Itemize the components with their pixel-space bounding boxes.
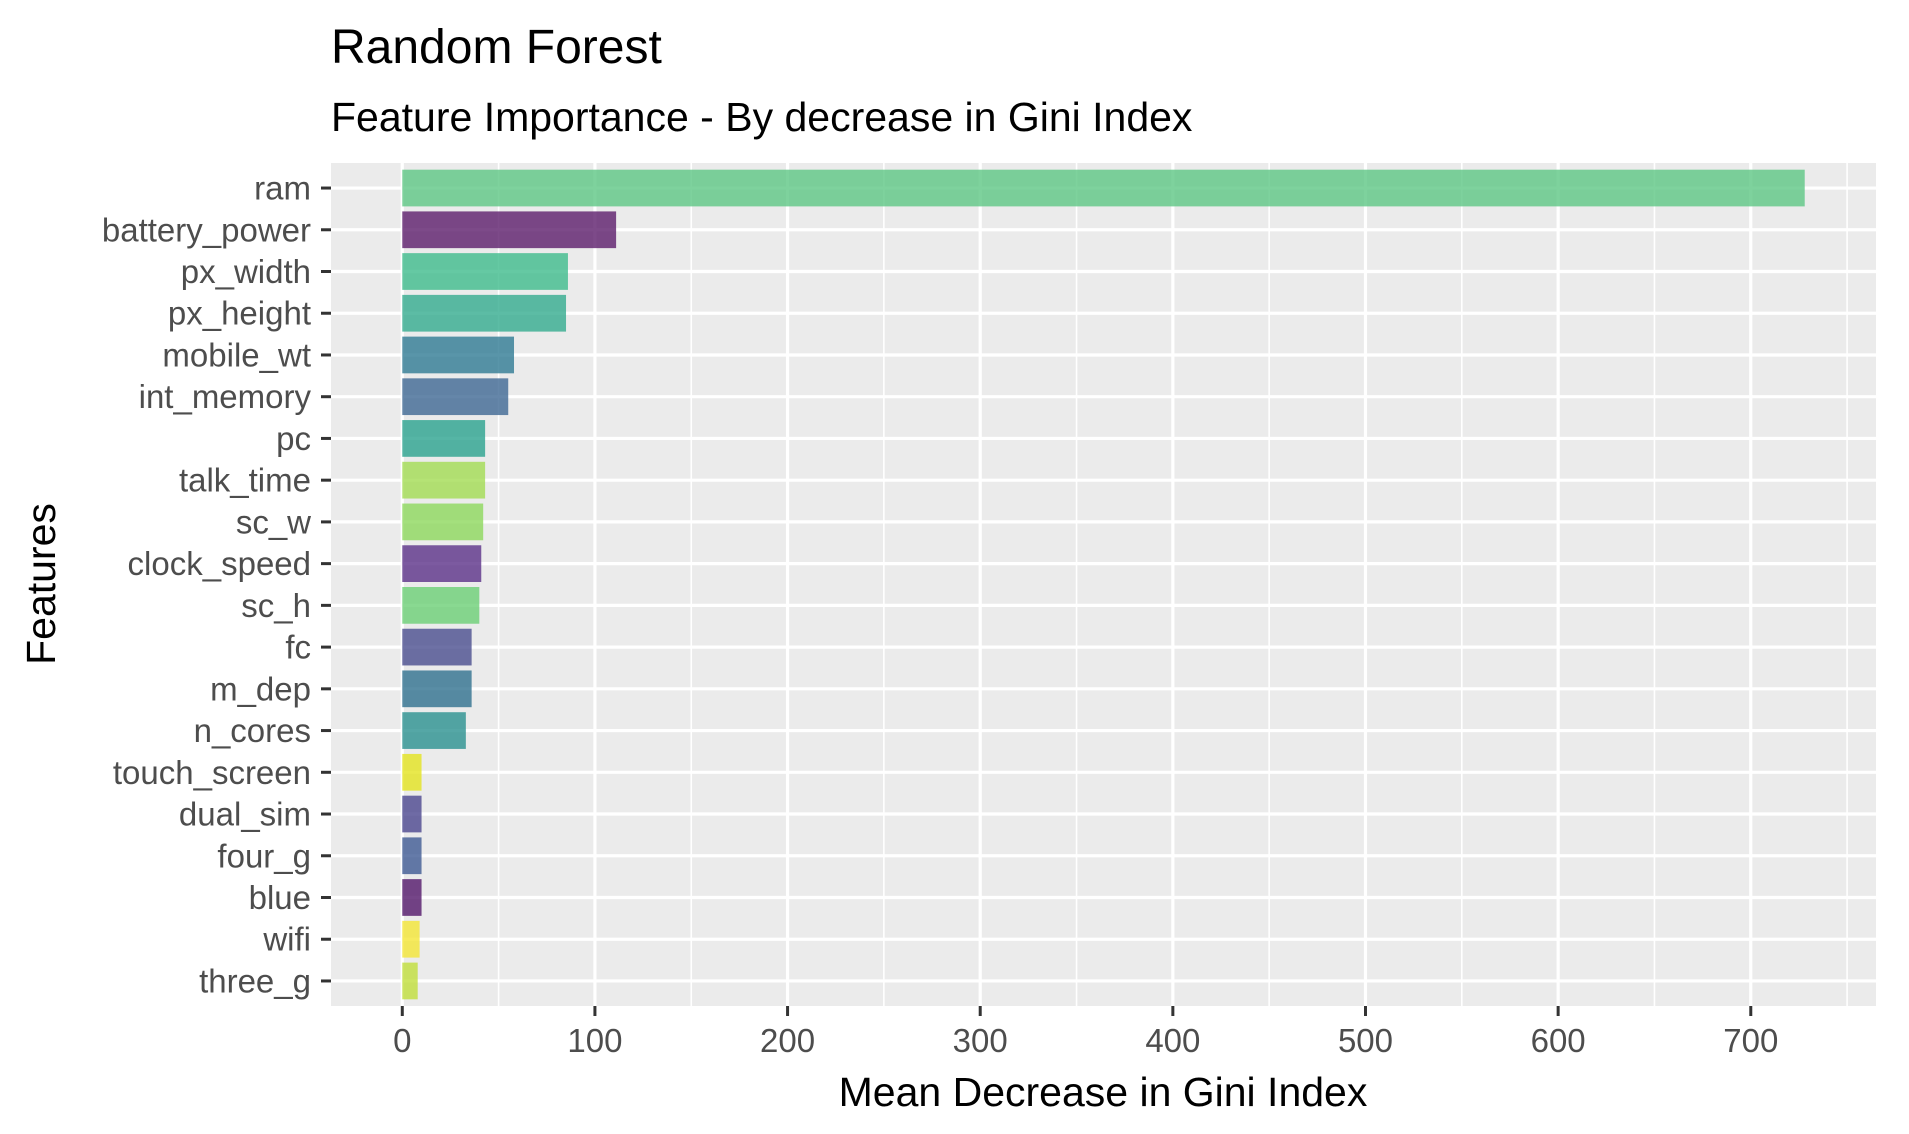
bar-ram	[402, 169, 1805, 207]
x-tick-label: 300	[953, 1022, 1008, 1059]
x-tick-label: 200	[760, 1022, 815, 1059]
x-axis-label: Mean Decrease in Gini Index	[839, 1069, 1368, 1115]
bar-fc	[402, 628, 472, 666]
y-tick-label: sc_w	[236, 503, 311, 540]
y-tick-label: sc_h	[241, 587, 311, 624]
y-tick-label: fc	[285, 629, 311, 666]
bar-battery-power	[402, 211, 617, 249]
y-axis-ticks: ram battery_power px_width px_height mobile_…	[102, 170, 331, 999]
x-tick-label: 100	[567, 1022, 622, 1059]
bar-four-g	[402, 837, 422, 875]
y-tick-label: touch_screen	[113, 754, 311, 791]
bar-blue	[402, 879, 422, 916]
bar-sc-h	[402, 587, 480, 624]
chart-subtitle: Feature Importance - By decrease in Gini…	[331, 94, 1193, 140]
plot-panel	[331, 163, 1876, 1006]
x-tick-label: 500	[1338, 1022, 1393, 1059]
bar-clock-speed	[402, 545, 482, 582]
bar-int-memory	[402, 378, 509, 416]
y-tick-label: px_height	[168, 295, 311, 332]
bar-pc	[402, 420, 486, 457]
y-tick-label: battery_power	[102, 211, 311, 248]
y-tick-label: wifi	[262, 921, 311, 958]
x-tick-label: 400	[1145, 1022, 1200, 1059]
bar-px-height	[402, 294, 567, 332]
y-tick-label: px_width	[181, 253, 311, 290]
x-tick-label: 0	[393, 1022, 411, 1059]
chart-title: Random Forest	[331, 21, 662, 74]
bar-m-dep	[402, 670, 472, 708]
bar-px-width	[402, 253, 568, 290]
y-tick-label: three_g	[199, 962, 311, 999]
bar-sc-w	[402, 503, 484, 541]
bar-dual-sim	[402, 795, 422, 833]
bar-touch-screen	[402, 753, 422, 791]
x-axis-ticks: 0 100 200 300 400 500 600 700	[393, 1006, 1778, 1059]
x-tick-label: 700	[1723, 1022, 1778, 1059]
bar-wifi	[402, 920, 420, 958]
y-tick-label: mobile_wt	[162, 336, 311, 373]
y-tick-label: n_cores	[194, 712, 311, 749]
bar-n-cores	[402, 712, 466, 749]
bar-mobile-wt	[402, 336, 515, 374]
y-tick-label: clock_speed	[128, 545, 311, 582]
y-axis-label: Features	[18, 503, 64, 665]
bars	[402, 169, 1805, 1000]
y-tick-label: talk_time	[179, 462, 311, 499]
y-tick-label: dual_sim	[179, 796, 311, 833]
bar-talk-time	[402, 461, 486, 499]
y-tick-label: m_dep	[210, 670, 311, 707]
bar-three-g	[402, 962, 418, 1000]
y-tick-label: int_memory	[139, 378, 312, 415]
y-tick-label: pc	[276, 420, 311, 457]
y-tick-label: ram	[254, 170, 311, 207]
y-tick-label: four_g	[217, 837, 311, 874]
y-tick-label: blue	[249, 879, 311, 916]
x-tick-label: 600	[1531, 1022, 1586, 1059]
